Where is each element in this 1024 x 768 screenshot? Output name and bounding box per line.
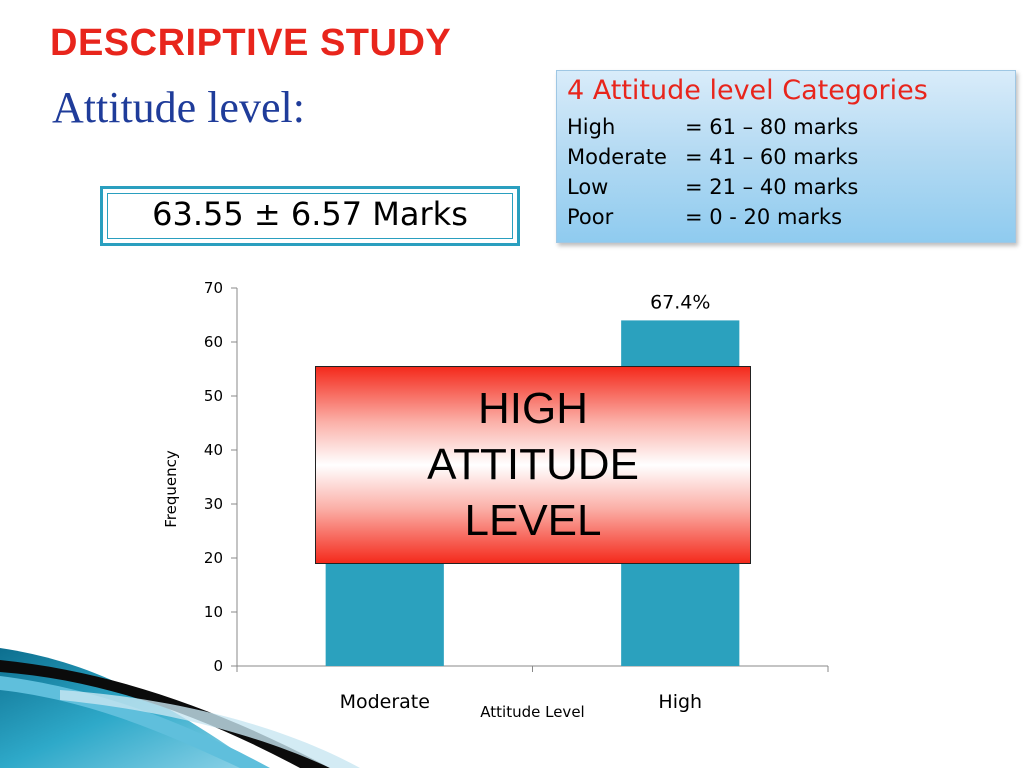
result-box-inner-border — [107, 193, 513, 239]
x-axis-title: Attitude Level — [480, 703, 584, 721]
y-tick-label: 60 — [204, 333, 223, 351]
y-tick-label: 0 — [213, 657, 223, 675]
slide-subtitle: Attitude level: — [52, 83, 305, 132]
category-row-low: Low = 21 – 40 marks — [567, 175, 858, 199]
category-range: = 61 – 80 marks — [685, 115, 859, 139]
category-row-poor: Poor = 0 - 20 marks — [567, 205, 842, 229]
y-tick-label: 50 — [204, 387, 223, 405]
y-axis-title: Frequency — [162, 450, 180, 528]
conclusion-text: HIGH ATTITUDE LEVEL — [427, 383, 639, 546]
category-range: = 0 - 20 marks — [685, 205, 843, 229]
category-name: Moderate — [567, 145, 667, 169]
category-name: Low — [567, 175, 609, 199]
y-tick-label: 20 — [204, 549, 223, 567]
y-tick-label: 30 — [204, 495, 223, 513]
x-category-label: High — [658, 691, 702, 713]
category-name: Poor — [567, 205, 614, 229]
x-category-label: Moderate — [340, 691, 430, 713]
slide-title: DESCRIPTIVE STUDY — [50, 22, 452, 64]
conclusion-callout: HIGH ATTITUDE LEVEL — [315, 366, 751, 564]
category-row-moderate: Moderate = 41 – 60 marks — [567, 145, 858, 169]
y-tick-label: 70 — [204, 279, 223, 297]
y-tick-label: 40 — [204, 441, 223, 459]
category-name: High — [567, 115, 616, 139]
data-label: 67.4% — [650, 291, 710, 313]
categories-heading: 4 Attitude level Categories — [567, 75, 928, 106]
result-value: 63.55 ± 6.57 Marks — [152, 195, 468, 233]
category-range: = 41 – 60 marks — [685, 145, 859, 169]
result-box: 63.55 ± 6.57 Marks — [100, 186, 520, 246]
y-tick-label: 10 — [204, 603, 223, 621]
categories-box: 4 Attitude level Categories High = 61 – 8… — [556, 70, 1016, 243]
category-row-high: High = 61 – 80 marks — [567, 115, 858, 139]
category-range: = 21 – 40 marks — [685, 175, 859, 199]
